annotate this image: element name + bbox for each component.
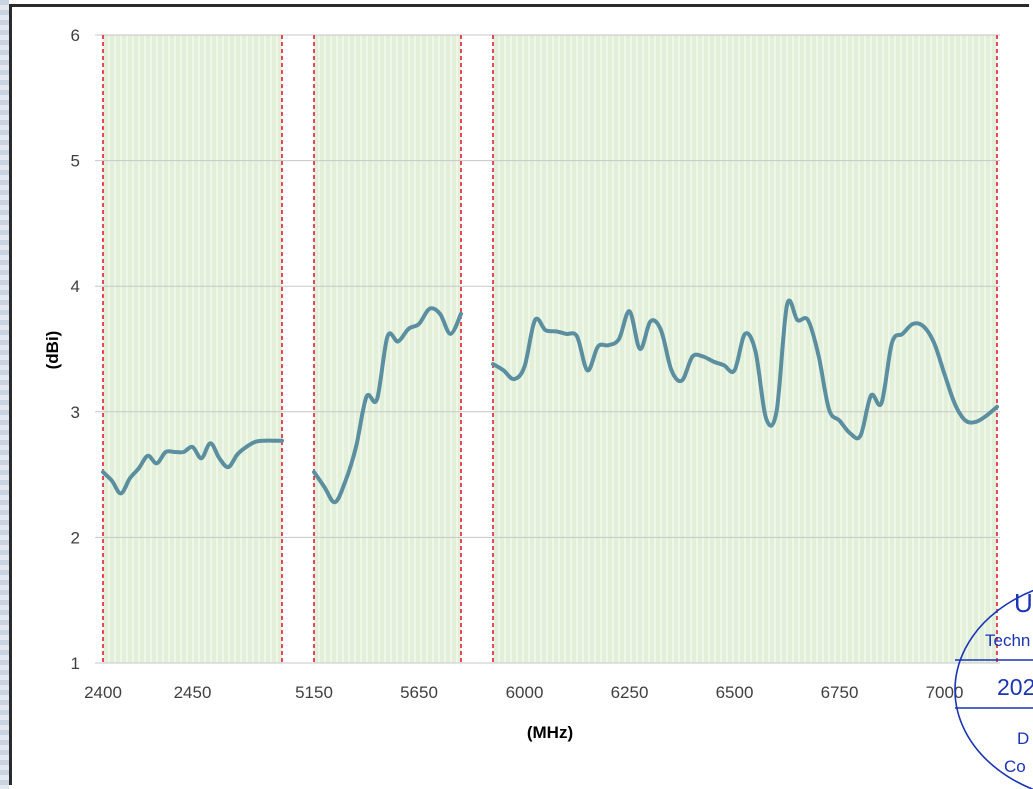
y-tick-labels: 1 2 3 4 5 6	[71, 26, 80, 673]
stamp-text-line: Techn	[985, 631, 1030, 650]
x-tick-label: 5650	[400, 683, 438, 702]
y-tick-label: 3	[71, 403, 80, 422]
y-tick-label: 5	[71, 152, 80, 171]
stamp-outline	[954, 589, 1033, 789]
x-tick-label: 5150	[295, 683, 333, 702]
stamp-text-line: Co	[1004, 757, 1026, 776]
gain-series	[101, 298, 999, 505]
x-tick-label: 6750	[821, 683, 859, 702]
stamp-text-line: D	[1017, 729, 1029, 748]
band-background	[314, 35, 461, 663]
x-tick-label: 6500	[716, 683, 754, 702]
stamp-text-line: 202	[997, 674, 1033, 700]
x-tick-label: 6000	[506, 683, 544, 702]
y-tick-label: 6	[71, 26, 80, 45]
x-tick-label: 6250	[611, 683, 649, 702]
x-tick-labels: 2400 2450 5150 5650 6000 6250 6500 6750 7000	[84, 683, 963, 702]
series-line	[312, 306, 463, 505]
band-backgrounds	[103, 35, 997, 663]
series-line	[491, 298, 999, 441]
x-axis-title: (MHz)	[527, 723, 573, 742]
page-edge-strip	[0, 0, 9, 789]
y-tick-label: 2	[71, 528, 80, 547]
series-line	[101, 438, 284, 496]
x-tick-label: 2450	[174, 683, 212, 702]
y-tick-label: 4	[71, 277, 80, 296]
x-tick-label: 7000	[926, 683, 964, 702]
stamp-text-line: U	[1014, 588, 1033, 618]
y-tick-label: 1	[71, 654, 80, 673]
approval-stamp: U Techn 202 D Co	[954, 588, 1033, 789]
y-axis-title: (dBi)	[43, 331, 62, 370]
x-tick-label: 2400	[84, 683, 122, 702]
